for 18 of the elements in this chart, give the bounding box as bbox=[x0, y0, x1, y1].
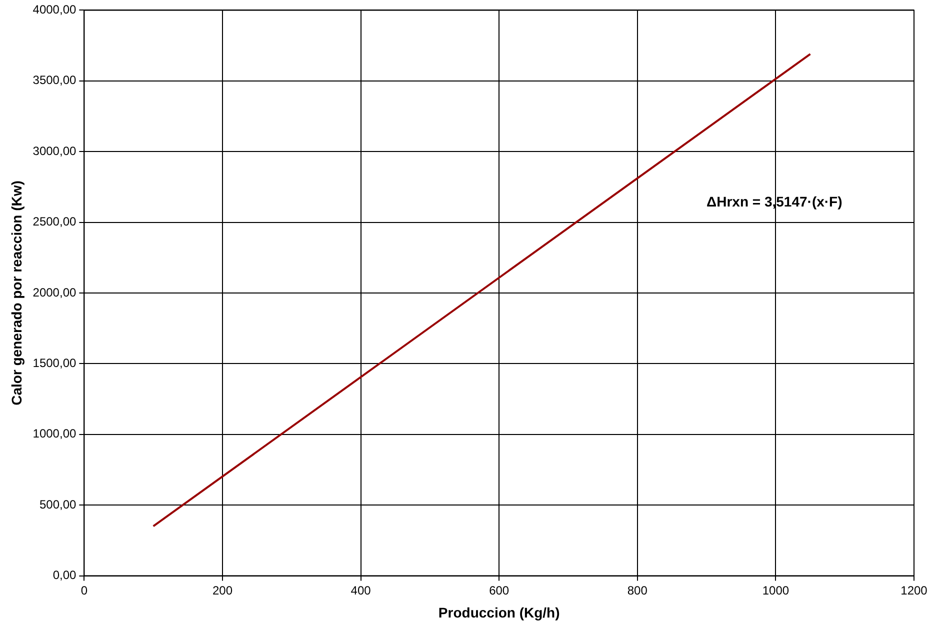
x-tick-label: 0 bbox=[80, 583, 88, 598]
y-tick-label: 1500,00 bbox=[32, 356, 76, 370]
x-tick-label: 1000 bbox=[762, 583, 790, 598]
y-tick-label: 4000,00 bbox=[32, 2, 76, 17]
y-tick-label: 0,00 bbox=[52, 568, 76, 582]
x-tick-label: 800 bbox=[627, 583, 648, 598]
y-tick-label: 3000,00 bbox=[32, 144, 76, 158]
y-tick-label: 1000,00 bbox=[32, 426, 76, 441]
x-tick-label: 1200 bbox=[900, 583, 928, 598]
x-axis-title: Produccion (Kg/h) bbox=[438, 604, 560, 620]
y-tick-label: 2500,00 bbox=[32, 214, 76, 229]
y-tick-label: 2000,00 bbox=[32, 285, 76, 300]
x-tick-label: 400 bbox=[350, 583, 372, 598]
y-tick-label: 500,00 bbox=[39, 497, 77, 512]
y-tick-label: 3500,00 bbox=[32, 73, 76, 88]
x-tick-label: 600 bbox=[489, 583, 510, 598]
x-tick-label: 200 bbox=[212, 583, 233, 598]
y-axis-title: Calor generado por reaccion (Kw) bbox=[8, 180, 24, 406]
